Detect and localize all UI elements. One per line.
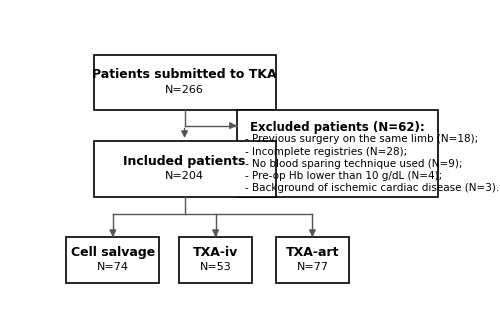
Text: Excluded patients (N=62):: Excluded patients (N=62):	[250, 120, 425, 134]
Text: TXA-iv: TXA-iv	[193, 246, 238, 259]
Text: - Pre-op Hb lower than 10 g/dL (N=4);: - Pre-op Hb lower than 10 g/dL (N=4);	[244, 171, 442, 181]
Bar	[179, 237, 252, 283]
Bar	[66, 237, 160, 283]
Text: - Previous surgery on the same limb (N=18);: - Previous surgery on the same limb (N=1…	[244, 135, 478, 144]
Text: Included patients: Included patients	[124, 155, 246, 167]
Bar	[94, 55, 276, 111]
Text: - Background of ischemic cardiac disease (N=3).: - Background of ischemic cardiac disease…	[244, 183, 499, 193]
Bar	[276, 237, 349, 283]
Text: Patients submitted to TKA: Patients submitted to TKA	[92, 68, 277, 82]
Text: N=266: N=266	[165, 85, 204, 95]
Text: - No blood sparing technique used (N=9);: - No blood sparing technique used (N=9);	[244, 159, 462, 169]
Text: N=204: N=204	[165, 171, 204, 181]
Bar	[94, 141, 276, 196]
Text: TXA-art: TXA-art	[286, 246, 339, 259]
Text: N=77: N=77	[296, 263, 328, 272]
Text: N=53: N=53	[200, 263, 232, 272]
Text: - Incomplete registries (N=28);: - Incomplete registries (N=28);	[244, 147, 407, 157]
Bar	[237, 111, 438, 196]
Text: N=74: N=74	[97, 263, 129, 272]
Text: Cell salvage: Cell salvage	[71, 246, 155, 259]
